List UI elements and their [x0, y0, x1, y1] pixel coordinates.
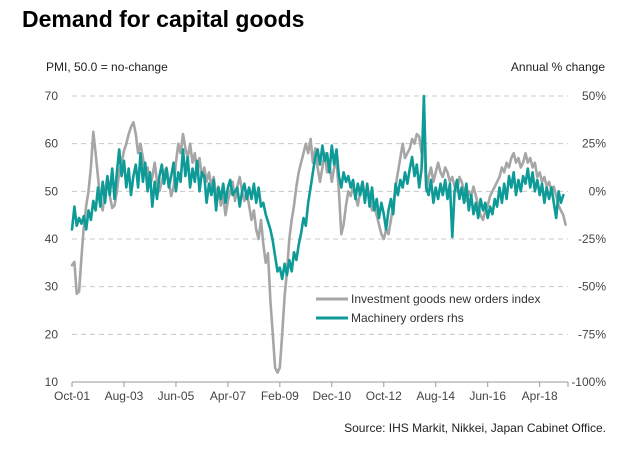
axes: 10 20 30 40 50 60 70 -100% -75% -50% -25% 0% 25% 50% O…	[45, 89, 607, 403]
y-left-tick-label: 70	[45, 89, 59, 103]
y-left-tick-label: 60	[45, 137, 59, 151]
x-tick-label: Oct-01	[54, 389, 90, 403]
y-right-tick-label: 0%	[589, 184, 607, 198]
x-tick-label: Jun-16	[469, 389, 506, 403]
x-tick-label: Jun-05	[158, 389, 195, 403]
y-left-tick-label: 30	[45, 280, 59, 294]
y-right-tick-label: -75%	[578, 327, 606, 341]
y-left-tick-label: 10	[45, 375, 59, 389]
y-right-tick-label: -50%	[578, 280, 606, 294]
source-note: Source: IHS Markit, Nikkei, Japan Cabine…	[344, 421, 606, 435]
investment-goods-series-line	[70, 120, 567, 374]
legend: Investment goods new orders index Machine…	[316, 292, 540, 325]
y-right-tick-label: -100%	[571, 375, 606, 389]
y-left-tick-label: 40	[45, 232, 59, 246]
y-right-tick-label: -25%	[578, 232, 606, 246]
chart-title: Demand for capital goods	[22, 6, 305, 32]
y-left-tick-label: 50	[45, 184, 59, 198]
x-tick-label: Oct-12	[366, 389, 402, 403]
x-tick-label: Dec-10	[312, 389, 351, 403]
x-tick-label: Apr-07	[210, 389, 246, 403]
x-tick-label: Feb-09	[261, 389, 299, 403]
legend-label: Machinery orders rhs	[351, 311, 464, 325]
y-right-tick-label: 50%	[582, 89, 606, 103]
y-right-tick-label: 25%	[582, 137, 606, 151]
x-tick-label: Aug-14	[416, 389, 455, 403]
series-lines	[70, 94, 567, 374]
x-tick-label: Aug-03	[105, 389, 144, 403]
left-axis-caption: PMI, 50.0 = no-change	[46, 60, 168, 74]
right-axis-caption: Annual % change	[510, 60, 605, 74]
y-left-tick-label: 20	[45, 327, 59, 341]
legend-label: Investment goods new orders index	[351, 292, 540, 306]
x-tick-label: Apr-18	[522, 389, 558, 403]
machinery-orders-series-line	[70, 94, 565, 281]
